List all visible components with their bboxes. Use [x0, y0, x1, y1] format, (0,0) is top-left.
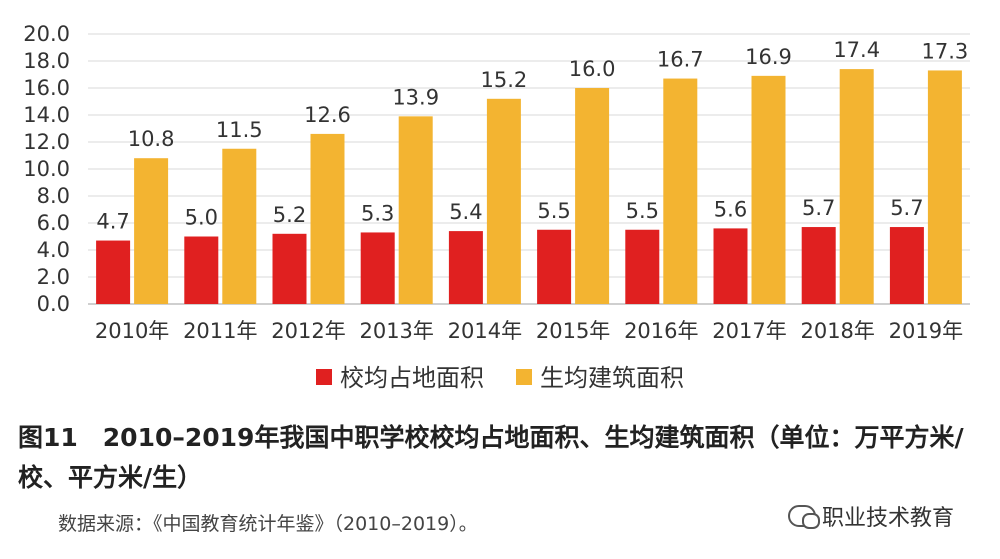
legend-swatch: [316, 369, 332, 385]
data-label: 11.5: [216, 118, 263, 142]
bar-site-area: [96, 240, 131, 304]
data-label: 5.0: [185, 206, 218, 230]
x-tick-label: 2017年: [712, 319, 786, 343]
bar-building-area: [222, 148, 257, 304]
bar-site-area: [801, 227, 836, 304]
data-label: 12.6: [304, 103, 351, 127]
y-tick-label: 16.0: [23, 76, 70, 100]
source-note: 数据来源：《中国教育统计年鉴》（2010–2019）。: [58, 513, 478, 535]
x-tick-label: 2016年: [624, 319, 698, 343]
bar-site-area: [889, 227, 924, 304]
x-tick-label: 2010年: [95, 319, 169, 343]
data-label: 5.7: [802, 196, 835, 220]
watermark: 职业技术教育: [788, 500, 954, 532]
bar-building-area: [310, 133, 345, 304]
data-label: 5.2: [273, 203, 306, 227]
x-tick-label: 2015年: [536, 319, 610, 343]
bar-site-area: [537, 229, 572, 304]
data-labels: 4.7 10.8 5.0 11.5 5.2 12.6 5.3 13.9 5.4 15.2 5.5 16…: [96, 38, 968, 233]
x-tick-label: 2013年: [359, 319, 433, 343]
data-label: 17.3: [922, 39, 969, 63]
bar-building-area: [134, 158, 169, 304]
bar-site-area: [272, 233, 307, 304]
figure-caption: 图11 2010–2019年我国中职学校校均占地面积、生均建筑面积（单位：万平方…: [18, 423, 964, 492]
y-tick-label: 0.0: [37, 292, 70, 316]
x-tick-label: 2019年: [889, 319, 963, 343]
data-label: 5.3: [361, 201, 394, 225]
bars: [96, 69, 962, 304]
bar-building-area: [663, 78, 698, 304]
data-label: 16.7: [657, 48, 704, 72]
data-label: 16.9: [745, 45, 792, 69]
bar-site-area: [448, 231, 483, 304]
gridlines: [88, 33, 970, 305]
bar-site-area: [625, 229, 660, 304]
data-label: 17.4: [833, 38, 880, 62]
data-label: 5.4: [449, 200, 482, 224]
bar-building-area: [927, 70, 962, 304]
x-tick-label: 2014年: [448, 319, 522, 343]
bar-building-area: [575, 88, 610, 304]
y-tick-label: 10.0: [23, 157, 70, 181]
bar-chart: 0.02.04.06.08.010.012.014.016.018.020.0 …: [23, 22, 970, 392]
legend: 校均占地面积 生均建筑面积: [316, 364, 684, 392]
bar-building-area: [751, 75, 786, 304]
y-axis: 0.0 2.0 4.0 6.0 8.0 10.0 12.0 14.0 16.0 18.0 20.0: [23, 22, 70, 316]
y-tick-label: 6.0: [37, 211, 70, 235]
x-tick-label: 2012年: [271, 319, 345, 343]
bar-site-area: [360, 232, 395, 304]
wechat-icon: [788, 505, 820, 529]
bar-building-area: [486, 98, 521, 304]
data-label: 16.0: [569, 57, 616, 81]
legend-label: 校均占地面积: [340, 364, 484, 392]
bar-building-area: [398, 116, 433, 304]
bar-site-area: [713, 228, 748, 304]
data-label: 15.2: [481, 68, 528, 92]
data-label: 5.6: [714, 197, 747, 221]
y-tick-label: 20.0: [23, 22, 70, 46]
legend-swatch: [516, 369, 532, 385]
y-tick-label: 4.0: [37, 238, 70, 262]
watermark-text: 职业技术教育: [822, 506, 955, 531]
y-tick-label: 14.0: [23, 103, 70, 127]
data-label: 13.9: [392, 85, 439, 109]
y-tick-label: 12.0: [23, 130, 70, 154]
data-label: 4.7: [96, 210, 129, 234]
x-tick-label: 2011年: [183, 319, 257, 343]
bar-site-area: [184, 236, 219, 304]
y-tick-label: 8.0: [37, 184, 70, 208]
data-label: 5.5: [626, 199, 659, 223]
y-tick-label: 18.0: [23, 49, 70, 73]
data-label: 5.5: [537, 199, 570, 223]
y-tick-label: 2.0: [37, 265, 70, 289]
legend-label: 生均建筑面积: [540, 364, 684, 392]
bar-building-area: [839, 69, 874, 304]
x-axis: 2010年 2011年 2012年 2013年 2014年 2015年 2016年 2017年…: [95, 319, 963, 343]
data-label: 10.8: [128, 127, 175, 151]
x-tick-label: 2018年: [800, 319, 874, 343]
data-label: 5.7: [890, 196, 923, 220]
